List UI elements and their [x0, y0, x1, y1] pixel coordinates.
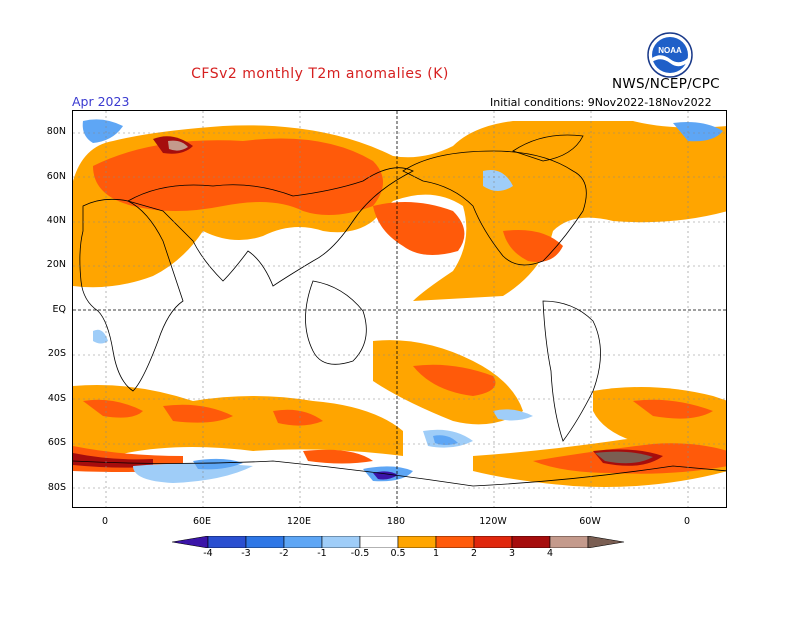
colorbar-swatch-2	[245, 536, 285, 548]
colorbar-swatch-1	[207, 536, 247, 548]
colorbar-label: -0.5	[350, 548, 370, 559]
lat-label-40n: 40N	[46, 215, 66, 226]
anomaly-map	[72, 110, 727, 508]
warm-anomaly-layer	[73, 121, 726, 487]
colorbar-swatch-0	[172, 536, 209, 548]
colorbar-swatch-10	[549, 536, 589, 548]
map-title: CFSv2 monthly T2m anomalies (K)	[191, 66, 449, 82]
logo-text: NOAA	[658, 46, 682, 55]
lon-label-0: 0	[101, 516, 109, 527]
lat-label-80s: 80S	[47, 482, 66, 493]
forecast-month: Apr 2023	[72, 94, 130, 109]
lat-label-60s: 60S	[47, 437, 66, 448]
organization-label: NWS/NCEP/CPC	[612, 76, 720, 92]
noaa-logo-icon: NOAA	[647, 32, 693, 78]
colorbar-label: -3	[241, 548, 251, 559]
colorbar-label: -2	[279, 548, 289, 559]
lon-label-0-east: 0	[683, 516, 691, 527]
colorbar-label: 1	[432, 548, 440, 559]
colorbar-swatch-4	[321, 536, 361, 548]
colorbar-swatch-7	[435, 536, 475, 548]
lon-label-60w: 60W	[579, 516, 601, 527]
lat-label-80n: 80N	[46, 126, 66, 137]
lat-label-20n: 20N	[46, 259, 66, 270]
map-canvas	[73, 111, 726, 507]
colorbar-label: 4	[546, 548, 554, 559]
colorbar-label: 0.5	[390, 548, 406, 559]
lon-label-120w: 120W	[479, 516, 507, 527]
colorbar-swatch-6	[397, 536, 437, 548]
lat-label-60n: 60N	[46, 171, 66, 182]
colorbar-swatch-11	[587, 536, 625, 548]
graticule	[73, 111, 726, 507]
colorbar-label: -4	[203, 548, 213, 559]
colorbar-swatch-5	[359, 536, 399, 548]
lat-label-40s: 40S	[47, 393, 66, 404]
lon-label-120e: 120E	[286, 516, 312, 527]
colorbar-swatch-8	[473, 536, 513, 548]
lon-label-180: 180	[386, 516, 406, 527]
colorbar-label: -1	[317, 548, 327, 559]
colorbar	[172, 536, 625, 548]
colorbar-swatch-9	[511, 536, 551, 548]
equator-dateline	[73, 111, 726, 507]
colorbar-label: 3	[508, 548, 516, 559]
colorbar-label: 2	[470, 548, 478, 559]
initial-conditions: Initial conditions: 9Nov2022-18Nov2022	[490, 96, 712, 109]
lon-label-60e: 60E	[192, 516, 212, 527]
lat-label-20s: 20S	[47, 348, 66, 359]
continent-outlines	[73, 134, 726, 487]
lat-label-eq: EQ	[52, 304, 66, 315]
colorbar-swatch-3	[283, 536, 323, 548]
